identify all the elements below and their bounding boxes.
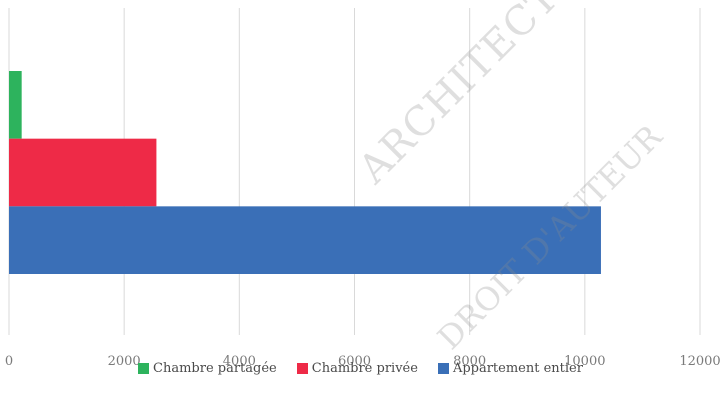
x-tick-label: 10000 <box>564 354 605 369</box>
legend-swatch <box>296 363 308 374</box>
x-tick-label: 6000 <box>338 354 371 369</box>
x-tick-label: 4000 <box>223 354 256 369</box>
grid-lines <box>8 8 701 335</box>
legend-swatch <box>138 363 150 374</box>
x-tick-label: 8000 <box>453 354 486 369</box>
legend-item: Appartement entier <box>437 361 583 376</box>
legend-label: Chambre privée <box>311 361 418 376</box>
bar-chambre-partagée <box>9 71 22 139</box>
bar-appartement-entier <box>9 206 601 274</box>
legend-item: Chambre privée <box>296 361 418 376</box>
x-tick-label: 0 <box>5 354 13 369</box>
bar-group <box>9 71 601 274</box>
x-tick-label: 2000 <box>108 354 141 369</box>
legend-swatch <box>437 363 449 374</box>
legend-label: Appartement entier <box>452 361 583 376</box>
legend: Chambre partagée Chambre privée Appartemen… <box>0 361 721 376</box>
bar-chambre-privée <box>9 138 157 207</box>
x-axis-ticks: 0 2000 4000 6000 8000 10000 12000 <box>5 354 721 369</box>
legend-item: Chambre partagée <box>138 361 277 376</box>
legend-label: Chambre partagée <box>153 361 277 376</box>
x-tick-label: 12000 <box>679 354 720 369</box>
